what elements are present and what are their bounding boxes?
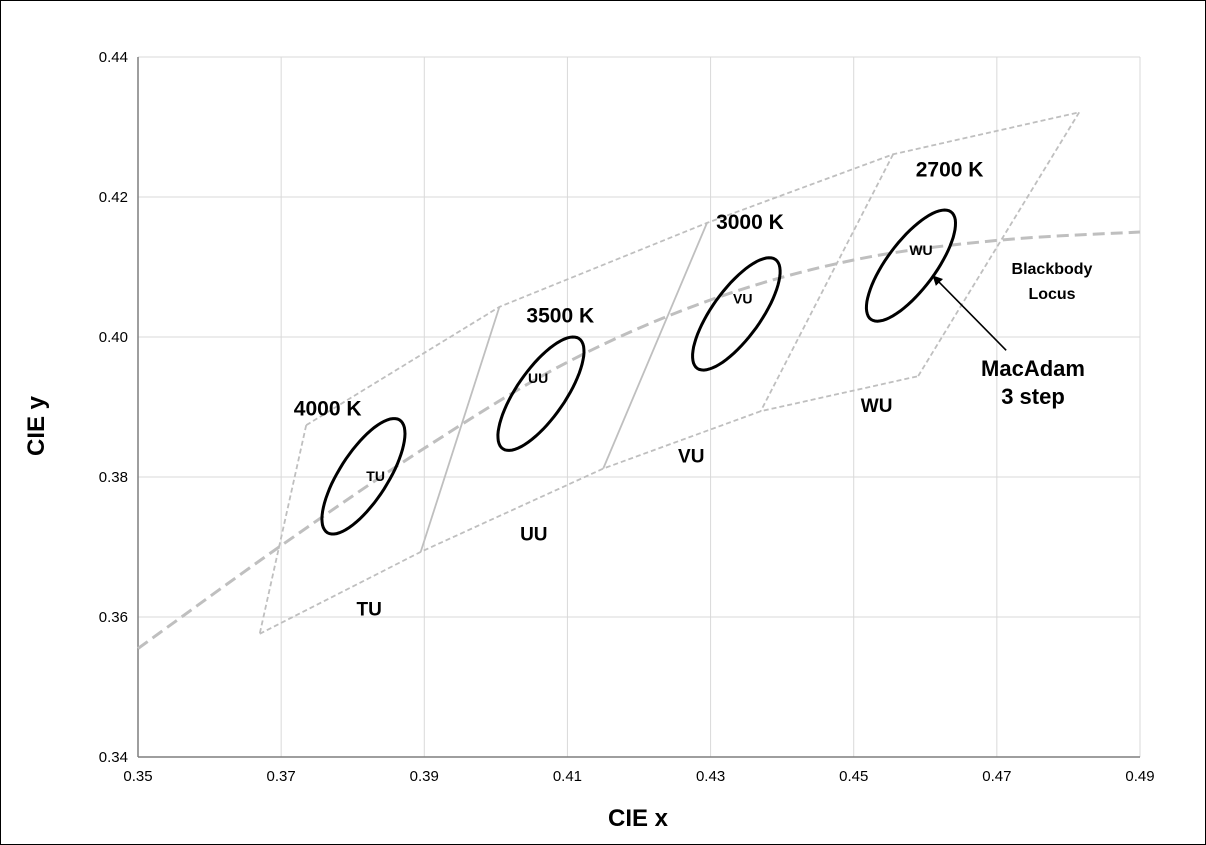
x-axis-title: CIE x bbox=[608, 805, 669, 832]
bin-divider-line bbox=[419, 306, 501, 553]
macadam-ellipse-vu bbox=[691, 256, 782, 372]
macadam-label: MacAdam bbox=[981, 356, 1085, 381]
cct-label: 2700 K bbox=[916, 159, 984, 182]
y-tick-label: 0.42 bbox=[99, 189, 128, 206]
bin-divider-line bbox=[602, 222, 708, 469]
y-axis-title: CIE y bbox=[23, 395, 50, 456]
macadam-label: 3 step bbox=[1001, 384, 1065, 409]
x-tick-label: 0.37 bbox=[267, 768, 296, 785]
ellipse-label: WU bbox=[909, 242, 932, 258]
blackbody-locus-curve bbox=[137, 230, 1141, 650]
lower-boundary-line bbox=[259, 375, 919, 635]
macadam-ellipse-wu bbox=[864, 208, 958, 323]
x-tick-label: 0.35 bbox=[123, 768, 152, 785]
ellipse-label: UU bbox=[528, 370, 548, 386]
y-tick-label: 0.36 bbox=[99, 609, 128, 626]
cct-label: 4000 K bbox=[294, 397, 362, 420]
x-tick-label: 0.49 bbox=[1125, 768, 1154, 785]
y-tick-label: 0.38 bbox=[99, 469, 128, 486]
bin-label: VU bbox=[678, 446, 704, 467]
x-tick-label: 0.43 bbox=[696, 768, 725, 785]
ellipse-label: TU bbox=[366, 468, 385, 484]
bin-divider-line bbox=[917, 111, 1080, 377]
y-tick-label: 0.34 bbox=[99, 749, 128, 766]
macadam-ellipse-tu bbox=[320, 417, 407, 536]
ellipse-label: VU bbox=[733, 290, 752, 306]
y-tick-label: 0.44 bbox=[99, 49, 128, 66]
macadam-arrow bbox=[932, 275, 1007, 351]
blackbody-label: Blackbody bbox=[1012, 261, 1093, 278]
bin-divider-line bbox=[759, 153, 894, 412]
bin-label: WU bbox=[861, 396, 893, 417]
cct-label: 3500 K bbox=[526, 304, 594, 327]
x-tick-label: 0.39 bbox=[410, 768, 439, 785]
bin-label: TU bbox=[357, 600, 382, 621]
cct-label: 3000 K bbox=[716, 211, 784, 234]
x-tick-label: 0.47 bbox=[982, 768, 1011, 785]
bin-divider-line bbox=[258, 425, 308, 634]
bin-label: UU bbox=[520, 525, 547, 546]
macadam-ellipse-uu bbox=[496, 335, 586, 452]
x-tick-label: 0.45 bbox=[839, 768, 868, 785]
y-tick-label: 0.40 bbox=[99, 329, 128, 346]
blackbody-label: Locus bbox=[1028, 286, 1075, 303]
x-tick-label: 0.41 bbox=[553, 768, 582, 785]
